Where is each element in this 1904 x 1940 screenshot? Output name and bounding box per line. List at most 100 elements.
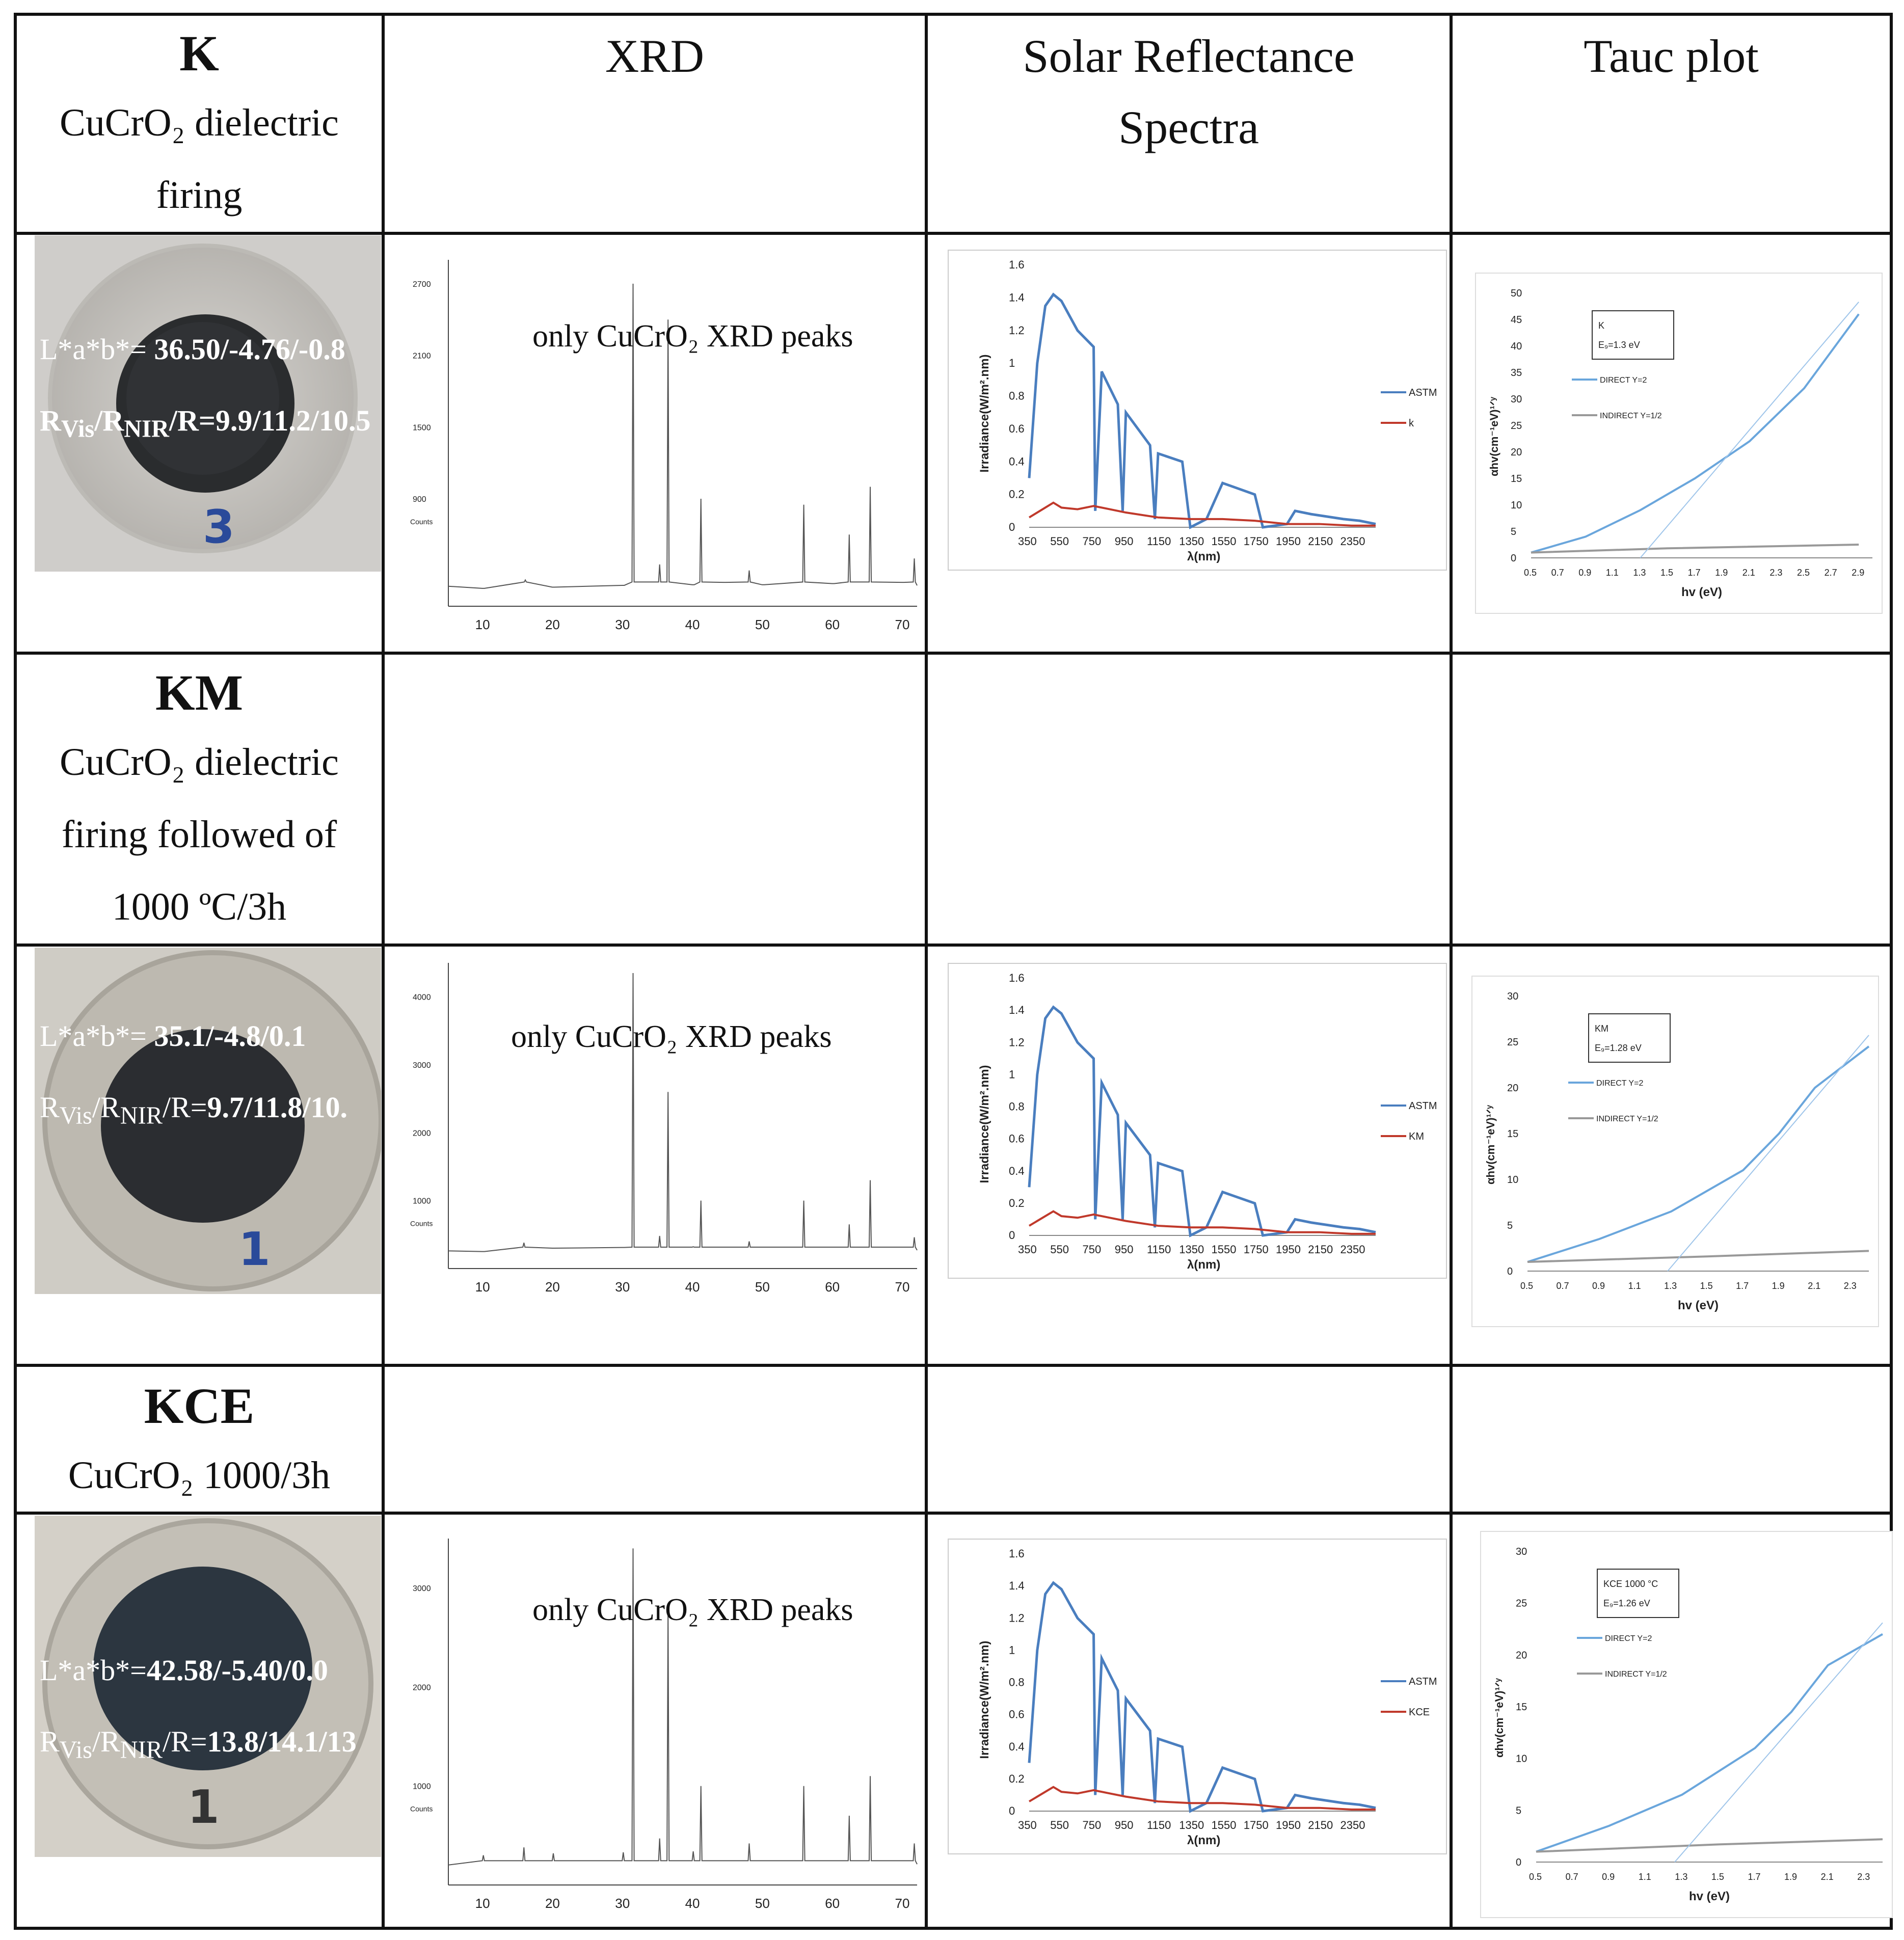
header-solar-line1: Solar Reflectance [1023,30,1355,82]
tauc-y-tick-label: 0 [1511,553,1516,564]
solar-y-tick-label: 1 [1009,1643,1015,1656]
tauc-x-tick-label: 2.3 [1844,1281,1857,1291]
tauc-info-box [1592,310,1674,360]
tauc-y-label: αhv(cm⁻¹eV)¹ᐟʸ [1493,1678,1506,1758]
solar-y-tick-label: 0.8 [1009,1676,1025,1689]
sample-label-km: KM CuCrO₂ dielectric firing followed of … [15,660,383,943]
sample-desc-k-line2: firing [156,174,243,217]
solar-x-tick-label: 550 [1050,1243,1069,1256]
dish-label-number: 3 [203,500,235,554]
xrd-svg: 1000 2000 3000 4000 Counts 10 20 30 40 50 60 70 [410,963,918,1295]
solar-x-tick-label: 950 [1115,1243,1134,1256]
tauc-y-tick-label: 30 [1511,394,1522,405]
tauc-x-tick-label: 1.5 [1700,1281,1713,1291]
tauc-info-box [1597,1569,1679,1618]
tauc-y-tick-label: 0 [1507,1266,1513,1277]
header-solar-line2: Spectra [1118,101,1259,153]
xrd-x-tick-label: 40 [685,1896,700,1911]
r-prefix: R [40,1725,60,1758]
tauc-x-tick-label: 0.5 [1520,1281,1533,1291]
petri-dish-image [35,948,381,1294]
solar-svg: 0 0.2 0.4 0.6 0.8 1 1.2 1.4 1.6 350 550 750 950 1150 1… [948,1539,1447,1854]
xrd-chart-km: 1000 2000 3000 4000 Counts 10 20 30 40 50 60 70 [403,953,922,1299]
r-sep: /R [94,404,124,437]
reflectance-readout: RVis/RNIR/R=9.9/11.2/10.5 [40,403,370,443]
solar-y-tick-label: 0.2 [1009,1197,1025,1209]
solar-astm-series [1028,292,1376,529]
tauc-indirect-series [1527,1250,1869,1263]
header-tauc: Tauc plot [1584,30,1759,82]
tauc-y-tick-label: 40 [1511,341,1522,352]
tauc-x-tick-label: 1.9 [1784,1872,1797,1882]
lab-readout: L*a*b*= 35.1/-4.8/0.1 [40,1019,306,1053]
tauc-x-tick-label: 2.1 [1742,568,1755,578]
tauc-x-label: hv (eV) [1678,1299,1719,1312]
solar-x-tick-label: 550 [1050,1819,1069,1831]
solar-x-tick-label: 2350 [1340,535,1365,548]
tauc-chart-k: 0 5 10 15 20 25 30 35 40 45 50 0.5 0.7 0.9 1.1 1.3 1.5 1.… [1475,273,1883,614]
petri-dish-image [35,235,381,572]
xrd-x-tick-label: 30 [615,1279,630,1295]
tauc-y-tick-label: 10 [1507,1174,1518,1185]
solar-y-tick-label: 0.2 [1009,1772,1025,1785]
tauc-legend-label: INDIRECT Y=1/2 [1600,412,1662,420]
tauc-y-tick-label: 45 [1511,314,1522,326]
xrd-y-label: Counts [410,518,433,526]
solar-x-tick-label: 1750 [1244,1819,1269,1831]
xrd-pattern-line [448,1548,918,1866]
solar-x-tick-label: 350 [1018,1819,1037,1831]
tauc-y-tick-label: 15 [1511,473,1522,484]
solar-x-tick-label: 950 [1115,535,1134,548]
r-mid: /R= [169,404,216,437]
tauc-x-tick-label: 2.7 [1825,568,1837,578]
solar-y-tick-label: 1.6 [1009,972,1025,984]
sample-photo-k: 3 L*a*b*= 36.50/-4.76/-0.8 RVis/RNIR/R=9… [35,235,381,572]
solar-legend-label: k [1409,418,1414,429]
xrd-y-tick-label: 4000 [413,993,431,1002]
solar-sample-series [1028,1786,1376,1811]
sample-desc-kce-line1: CuCrO₂ 1000/3h [68,1454,331,1497]
solar-x-tick-label: 2150 [1308,1243,1333,1256]
tauc-x-tick-label: 1.3 [1633,568,1646,578]
xrd-x-tick-label: 60 [825,617,840,632]
solar-x-tick-label: 350 [1018,535,1037,548]
tauc-y-label: αhv(cm⁻¹eV)¹ᐟʸ [1488,396,1500,476]
tauc-info-box [1588,1013,1671,1063]
r-nir-sub: NIR [120,1736,163,1764]
lab-values: 35.1/-4.8/0.1 [154,1019,306,1053]
sample-desc-k-line1: CuCrO₂ dielectric [60,101,339,144]
tauc-x-tick-label: 2.9 [1852,568,1864,578]
tauc-x-tick-label: 1.5 [1711,1872,1724,1882]
tauc-chart-km: 0 5 10 15 20 25 30 0.5 0.7 0.9 1.1 1.3 1.5 1.7 1.9 2.1 2… [1471,976,1879,1327]
tauc-svg: 0 5 10 15 20 25 30 0.5 0.7 0.9 1.1 1.3 1.5 1.7 1.9 2.1 2… [1471,976,1879,1327]
xrd-x-tick-label: 50 [755,1279,770,1295]
xrd-x-tick-label: 20 [545,1896,560,1911]
lab-readout: L*a*b*=42.58/-5.40/0.0 [40,1653,328,1687]
xrd-y-tick-label: 2000 [413,1683,431,1692]
xrd-note-km: only CuCrO₂ XRD peaks [511,1019,832,1054]
solar-y-tick-label: 0.6 [1009,1133,1025,1145]
lab-values: 42.58/-5.40/0.0 [146,1654,328,1687]
tauc-chart-kce: 0 5 10 15 20 25 30 0.5 0.7 0.9 1.1 1.3 1.5 1.7 1.9 2.1 2… [1480,1531,1893,1918]
solar-astm-series [1028,1581,1376,1813]
solar-y-tick-label: 0.6 [1009,422,1025,435]
tauc-x-tick-label: 1.3 [1675,1872,1687,1882]
solar-chart-km: 0 0.2 0.4 0.6 0.8 1 1.2 1.4 1.6 350 550 750 950 1150 1… [948,963,1447,1279]
solar-chart-kce: 0 0.2 0.4 0.6 0.8 1 1.2 1.4 1.6 350 550 750 950 1150 1… [948,1539,1447,1854]
solar-x-tick-label: 550 [1050,535,1069,548]
tauc-legend-label: DIRECT Y=2 [1596,1079,1643,1088]
tauc-info-eg: E₉=1.26 eV [1603,1598,1650,1608]
xrd-x-tick-label: 70 [895,1896,910,1911]
solar-y-tick-label: 0.4 [1009,455,1025,468]
r-vis-sub: Vis [59,1102,92,1129]
solar-x-label: λ(nm) [1187,1258,1220,1272]
solar-y-tick-label: 1 [1009,1068,1015,1081]
tauc-y-tick-label: 30 [1516,1546,1527,1557]
r-mid: /R= [162,1091,207,1124]
solar-x-tick-label: 350 [1018,1243,1037,1256]
solar-x-tick-label: 1350 [1179,1243,1204,1256]
xrd-chart-kce: 1000 2000 3000 Counts 10 20 30 40 50 60 70 [403,1528,922,1916]
solar-y-tick-label: 1.4 [1009,291,1025,304]
petri-dish-image [35,1516,381,1857]
solar-x-tick-label: 750 [1083,1819,1102,1831]
